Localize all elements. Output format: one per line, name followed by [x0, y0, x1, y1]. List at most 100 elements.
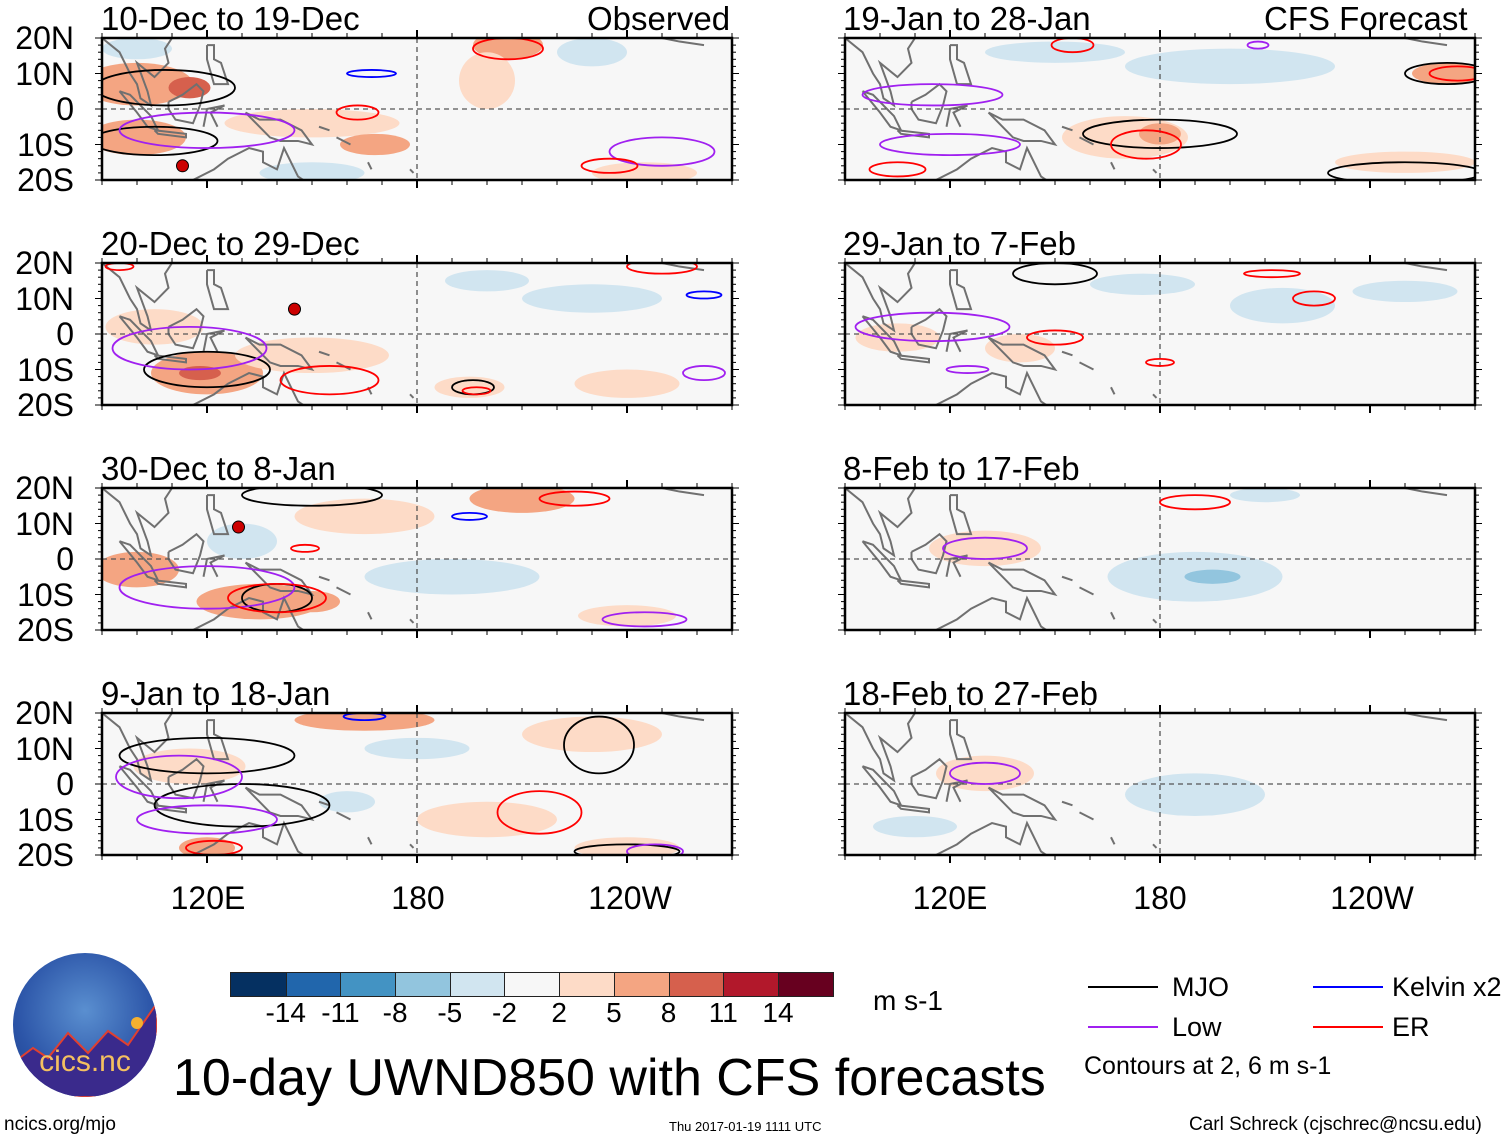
lat-label: 20N — [15, 245, 74, 281]
coastline — [202, 779, 225, 803]
lat-label: 0 — [56, 541, 74, 577]
wind-anomaly-shading — [574, 837, 680, 855]
coastline — [949, 719, 973, 761]
colorbar-swatch — [231, 973, 286, 996]
colorbar-swatch — [449, 973, 505, 996]
coastline — [1061, 800, 1073, 807]
contour-kelvin — [342, 713, 387, 721]
wind-anomaly-shading — [294, 498, 435, 535]
coastline — [190, 595, 306, 630]
coastline — [318, 125, 330, 132]
colorbar-tick-label: 11 — [708, 997, 738, 1028]
panel-title-5: 19-Jan to 28-Jan — [843, 0, 1091, 37]
panel-title-7: 8-Feb to 17-Feb — [843, 450, 1080, 487]
contour-er — [1145, 357, 1175, 367]
colorbar-tick-label: 14 — [762, 997, 794, 1028]
colorbar-tick-label: 2 — [551, 997, 567, 1028]
logo-text: cics.nc — [39, 1045, 131, 1078]
contour-er — [227, 582, 327, 614]
contour-low — [1246, 40, 1270, 50]
contour-mjo — [241, 488, 383, 507]
panel-title-3: 30-Dec to 8-Jan — [101, 450, 336, 487]
coastline — [102, 38, 173, 108]
timestamp: Thu 2017-01-19 1111 UTC — [669, 1119, 822, 1134]
contour-er — [1428, 65, 1475, 82]
lat-label: 0 — [56, 316, 74, 352]
contour-er — [461, 386, 492, 396]
contour-mjo — [1327, 161, 1475, 180]
panel-title-1: 10-Dec to 19-Dec — [101, 0, 360, 37]
coastline — [1152, 618, 1158, 624]
contour-low — [682, 365, 726, 382]
legend-line-low — [1088, 1026, 1158, 1028]
map-content — [845, 488, 1475, 630]
coastline — [845, 263, 916, 333]
map-content — [102, 38, 732, 180]
coastline — [409, 843, 415, 849]
contour-er — [290, 543, 320, 553]
contour-er — [1050, 38, 1095, 54]
contour-low — [854, 311, 1011, 342]
coastline — [1061, 125, 1073, 132]
coastline — [1061, 575, 1073, 582]
lat-label: 20S — [17, 162, 74, 198]
contour-kelvin — [346, 69, 397, 78]
wind-anomaly-shading — [102, 38, 172, 60]
map-panel-3 — [95, 480, 739, 638]
lat-label: 20N — [15, 20, 74, 56]
coastline — [409, 618, 415, 624]
contour-er — [496, 790, 583, 835]
map-panel-8 — [838, 705, 1482, 863]
lat-label: 0 — [56, 91, 74, 127]
coastline — [987, 111, 1058, 147]
coastline — [987, 561, 1058, 597]
coastline — [845, 713, 916, 783]
source-link[interactable]: ncics.org/mjo — [4, 1114, 116, 1135]
colorbar-swatch — [777, 973, 833, 996]
coastline — [367, 836, 373, 845]
lat-label: 0 — [56, 766, 74, 802]
contour-er — [279, 365, 380, 396]
panel-title-4: 9-Jan to 18-Jan — [101, 675, 331, 712]
contour-mjo — [573, 843, 681, 855]
colorbar — [230, 972, 834, 997]
panel-title-6: 29-Jan to 7-Feb — [843, 225, 1076, 262]
coastline — [206, 269, 230, 311]
map-content — [845, 263, 1475, 405]
lat-label: 10S — [17, 801, 74, 838]
wind-anomaly-shading — [873, 815, 957, 838]
coastline — [945, 104, 968, 128]
coastline — [1079, 586, 1094, 596]
tropical-cyclone-icon — [288, 302, 301, 316]
colorbar-tick-label: -2 — [492, 997, 517, 1028]
wind-anomaly-shading — [1230, 488, 1300, 503]
lon-label-120w-left: 120W — [588, 880, 672, 916]
wind-anomaly-shading — [102, 551, 179, 588]
contour-er — [1292, 290, 1336, 307]
coastline — [206, 44, 230, 86]
colorbar-tick-label: -8 — [382, 997, 408, 1028]
coastline — [153, 354, 187, 364]
contour-er — [580, 157, 639, 174]
contour-mjo — [118, 736, 296, 775]
panel-title-2: 20-Dec to 29-Dec — [101, 225, 360, 262]
cics-logo: cics.nc — [13, 953, 157, 1097]
lat-label: 20S — [17, 387, 74, 423]
map-content — [102, 263, 732, 405]
coastline — [1110, 161, 1116, 170]
coastline — [949, 494, 973, 536]
wind-anomaly-shading — [417, 801, 557, 838]
coastline — [244, 111, 315, 147]
coastline — [409, 393, 415, 399]
wind-anomaly-shading — [459, 52, 515, 109]
coastline — [102, 263, 173, 333]
wind-anomaly-shading — [168, 77, 211, 99]
colorbar-tick-label: -14 — [265, 997, 306, 1028]
coastline — [987, 786, 1058, 822]
wind-anomaly-shading — [1139, 123, 1181, 145]
contour-mjo — [102, 125, 219, 157]
lat-label: 10N — [15, 280, 74, 317]
colorbar-swatch — [559, 973, 614, 996]
coastline — [167, 307, 205, 350]
contour-er — [538, 490, 611, 507]
